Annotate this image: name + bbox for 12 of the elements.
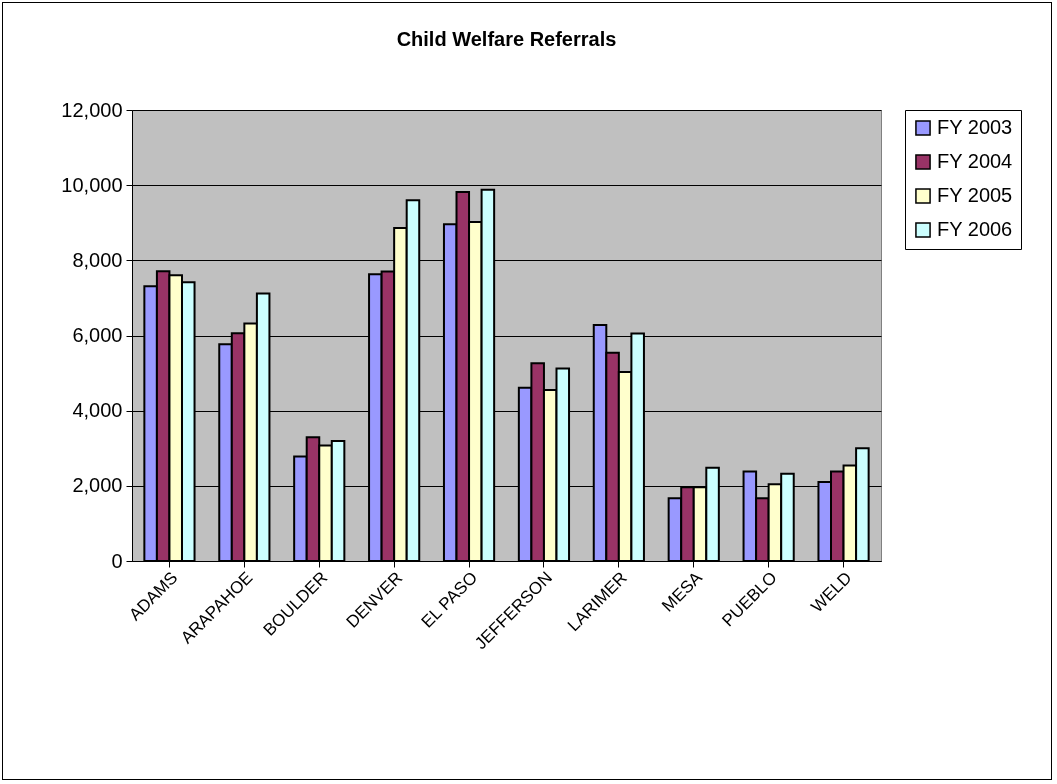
y-tick-label: 2,000	[72, 474, 123, 497]
legend-label: FY 2006	[937, 218, 1013, 240]
y-tick-label: 12,000	[61, 98, 123, 121]
legend-label: FY 2003	[937, 116, 1013, 138]
y-tick-label: 0	[111, 549, 123, 572]
legend-label: FY 2004	[937, 150, 1013, 172]
y-tick-label: 10,000	[61, 173, 123, 196]
y-tick-label: 8,000	[72, 248, 123, 271]
y-tick-label: 6,000	[72, 324, 123, 346]
chart-title: Child Welfare Referrals	[396, 28, 617, 50]
y-tick-label: 4,000	[72, 399, 123, 422]
legend-label: FY 2005	[937, 184, 1013, 206]
